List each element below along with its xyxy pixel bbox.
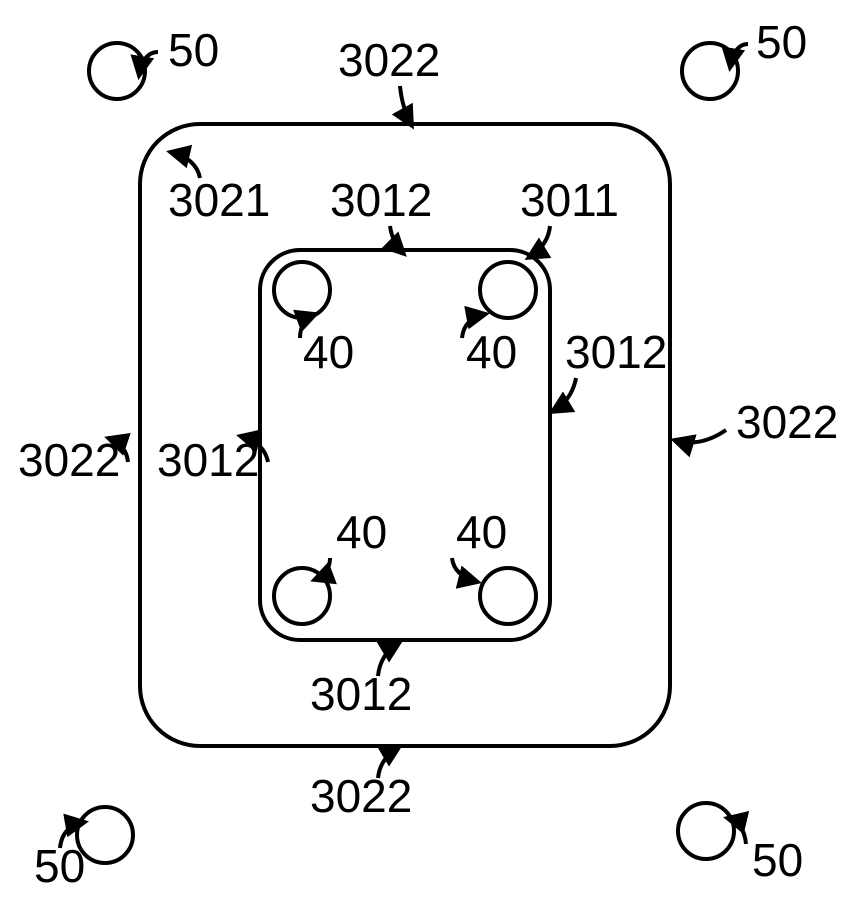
leader-line [452,558,478,582]
ref-label: 3022 [736,396,838,448]
outer-circle-50 [89,43,145,99]
ref-label: 3021 [168,174,270,226]
ref-label: 3012 [565,326,667,378]
ref-label: 40 [466,326,517,378]
ref-label: 50 [34,840,85,892]
ref-label: 50 [756,16,807,68]
outer-circle-50 [678,803,734,859]
inner-circle-40 [480,568,536,624]
outer-circle-50 [77,807,133,863]
ref-label: 3012 [310,668,412,720]
leader-line [727,818,746,844]
outer-circle-50 [682,43,738,99]
leader-line [314,558,330,580]
leader-line [552,378,576,412]
ref-label: 50 [752,834,803,886]
inner-circle-40 [480,262,536,318]
leader-line [674,430,726,442]
ref-label: 40 [336,506,387,558]
patent-figure: 50 3022 50 3021 3012 3011 40 40 3012 3022 3012 3022… [0,0,861,901]
ref-label: 3011 [520,174,619,226]
leader-line [400,86,412,126]
inner-circle-40 [274,262,330,318]
inner-rect-3012 [260,250,550,640]
ref-label: 3022 [338,34,440,86]
ref-label: 3022 [310,770,412,822]
ref-label: 40 [303,326,354,378]
ref-label: 3012 [157,434,259,486]
ref-label: 3012 [330,174,432,226]
ref-label: 3022 [18,434,120,486]
ref-label: 50 [168,24,219,76]
leader-line [528,226,550,258]
ref-label: 40 [456,506,507,558]
